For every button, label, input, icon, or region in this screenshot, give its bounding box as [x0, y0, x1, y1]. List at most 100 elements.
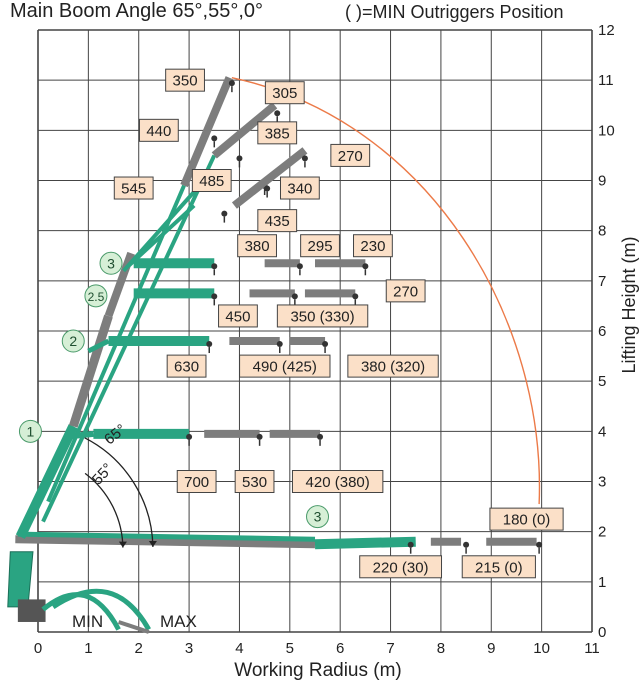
capacity-label-text: 545: [121, 181, 146, 198]
jib-level-6-hook: [211, 293, 218, 306]
jib-level-6-hook: [291, 293, 298, 306]
y-tick-label: 0: [598, 624, 606, 641]
y-tick-label: 12: [598, 22, 615, 39]
boom-section-marker-text: 2.5: [88, 290, 105, 304]
capacity-label-text: 350 (330): [290, 308, 354, 325]
jib-level-5-hook: [322, 341, 329, 354]
angle-arc-65-arrow: [148, 541, 157, 548]
capacity-label-text: 350: [173, 73, 198, 90]
x-tick-label: 0: [34, 640, 42, 657]
capacity-label: 270: [330, 143, 371, 167]
jib-upper-2: [127, 204, 196, 268]
y-tick-label: 9: [598, 173, 606, 190]
jib-level-7-hook: [211, 263, 218, 276]
capacity-label-text: 450: [225, 308, 250, 325]
jib-level-5-hook: [276, 341, 283, 354]
hook: [407, 541, 414, 554]
capacity-label-text: 380 (320): [361, 359, 425, 376]
angle-arc-55-arrow: [118, 541, 127, 548]
capacity-label: 295: [300, 234, 340, 258]
capacity-label: 380: [237, 234, 277, 258]
angle-arcs: 65°55°: [84, 421, 157, 548]
capacity-label: 630: [166, 354, 207, 378]
capacity-label: 385: [257, 121, 298, 145]
capacity-label-text: 295: [308, 238, 333, 255]
boom-inclined-1: [15, 424, 78, 539]
jib-level-7-hook: [362, 263, 369, 276]
y-tick-label: 5: [598, 373, 606, 390]
boom-horizontal-tele-1: [314, 536, 416, 550]
capacity-label: 490 (425): [239, 354, 331, 378]
capacity-label: 350 (330): [276, 304, 369, 328]
capacity-label-text: 230: [360, 238, 385, 255]
capacity-label: 350: [165, 68, 205, 92]
boom-section-marker: 2.5: [84, 284, 108, 308]
boom-section-markers: 1 2 2.5 3 3: [18, 251, 330, 529]
x-axis-label: Working Radius (m): [234, 660, 402, 681]
x-tick-label: 6: [336, 640, 344, 657]
capacity-label: 340: [279, 176, 320, 200]
hook: [221, 210, 228, 223]
capacity-label: 305: [264, 81, 305, 105]
jib-level-4-hook: [317, 433, 324, 446]
hook: [211, 135, 218, 148]
y-tick-label: 3: [598, 474, 606, 491]
boom-section-marker: 3: [99, 251, 123, 275]
x-tick-label: 1: [84, 640, 92, 657]
capacity-label-text: 490 (425): [253, 359, 317, 376]
jib-level-5-hook: [206, 341, 213, 354]
chart-title: Main Boom Angle 65°,55°,0°: [10, 0, 264, 22]
capacity-label-text: 485: [199, 173, 224, 190]
capacity-label-text: 530: [242, 474, 267, 491]
capacity-label: 380 (320): [347, 354, 439, 378]
jib-level-5-root: [87, 338, 110, 354]
capacity-label: 215 (0): [461, 555, 536, 579]
x-tick-label: 4: [235, 640, 243, 657]
outrigger-legend-note: ( )=MIN Outriggers Position: [345, 2, 564, 22]
capacity-label-text: 270: [393, 283, 418, 300]
x-tick-label: 3: [185, 640, 193, 657]
x-tick-label: 2: [135, 640, 143, 657]
capacity-label-text: 435: [265, 213, 290, 230]
capacity-label-text: 385: [265, 125, 290, 142]
angle-label: 55°: [89, 460, 117, 488]
capacity-label-text: 180 (0): [503, 512, 551, 529]
hook: [228, 80, 235, 93]
capacity-label: 435: [257, 209, 298, 233]
boom-65-tele: [211, 102, 278, 159]
outrigger-extension: [117, 620, 150, 634]
capacity-label-text: 340: [287, 181, 312, 198]
y-tick-label: 10: [598, 122, 615, 139]
y-tick-label: 6: [598, 323, 606, 340]
x-axis-ticks: 0 1 2 3 4 5 6 7 8 9 10 11: [34, 640, 600, 657]
boom-section-marker-text: 1: [27, 423, 35, 439]
boom-horizontal-base: [15, 535, 316, 549]
y-tick-label: 7: [598, 273, 606, 290]
hook: [463, 541, 470, 554]
outrigger-max: [51, 588, 151, 631]
capacity-label: 700: [176, 470, 217, 493]
y-tick-label: 8: [598, 223, 606, 240]
x-tick-label: 11: [584, 640, 600, 657]
capacity-label: 530: [234, 470, 275, 493]
y-tick-label: 4: [598, 423, 606, 440]
jib-level-4-hook: [186, 433, 193, 446]
y-tick-label: 2: [598, 524, 606, 541]
lifting-envelope-curve: [231, 76, 541, 505]
boom-inclined-2: [68, 314, 113, 428]
capacity-label: 485: [191, 169, 232, 192]
jib-level-6-hook: [352, 293, 359, 306]
capacity-label: 545: [113, 176, 154, 200]
y-tick-label: 1: [598, 574, 606, 591]
x-tick-label: 10: [533, 640, 550, 657]
angle-label: 65°: [101, 421, 129, 448]
boom-55-tele: [180, 76, 234, 188]
boom-horizontal-section: [17, 531, 316, 542]
capacity-label: 440: [138, 118, 179, 142]
jib-level-4-root: [67, 430, 94, 440]
x-tick-label: 8: [437, 640, 445, 657]
capacity-label: 180 (0): [489, 507, 564, 531]
angle-arc-55: [84, 472, 124, 548]
